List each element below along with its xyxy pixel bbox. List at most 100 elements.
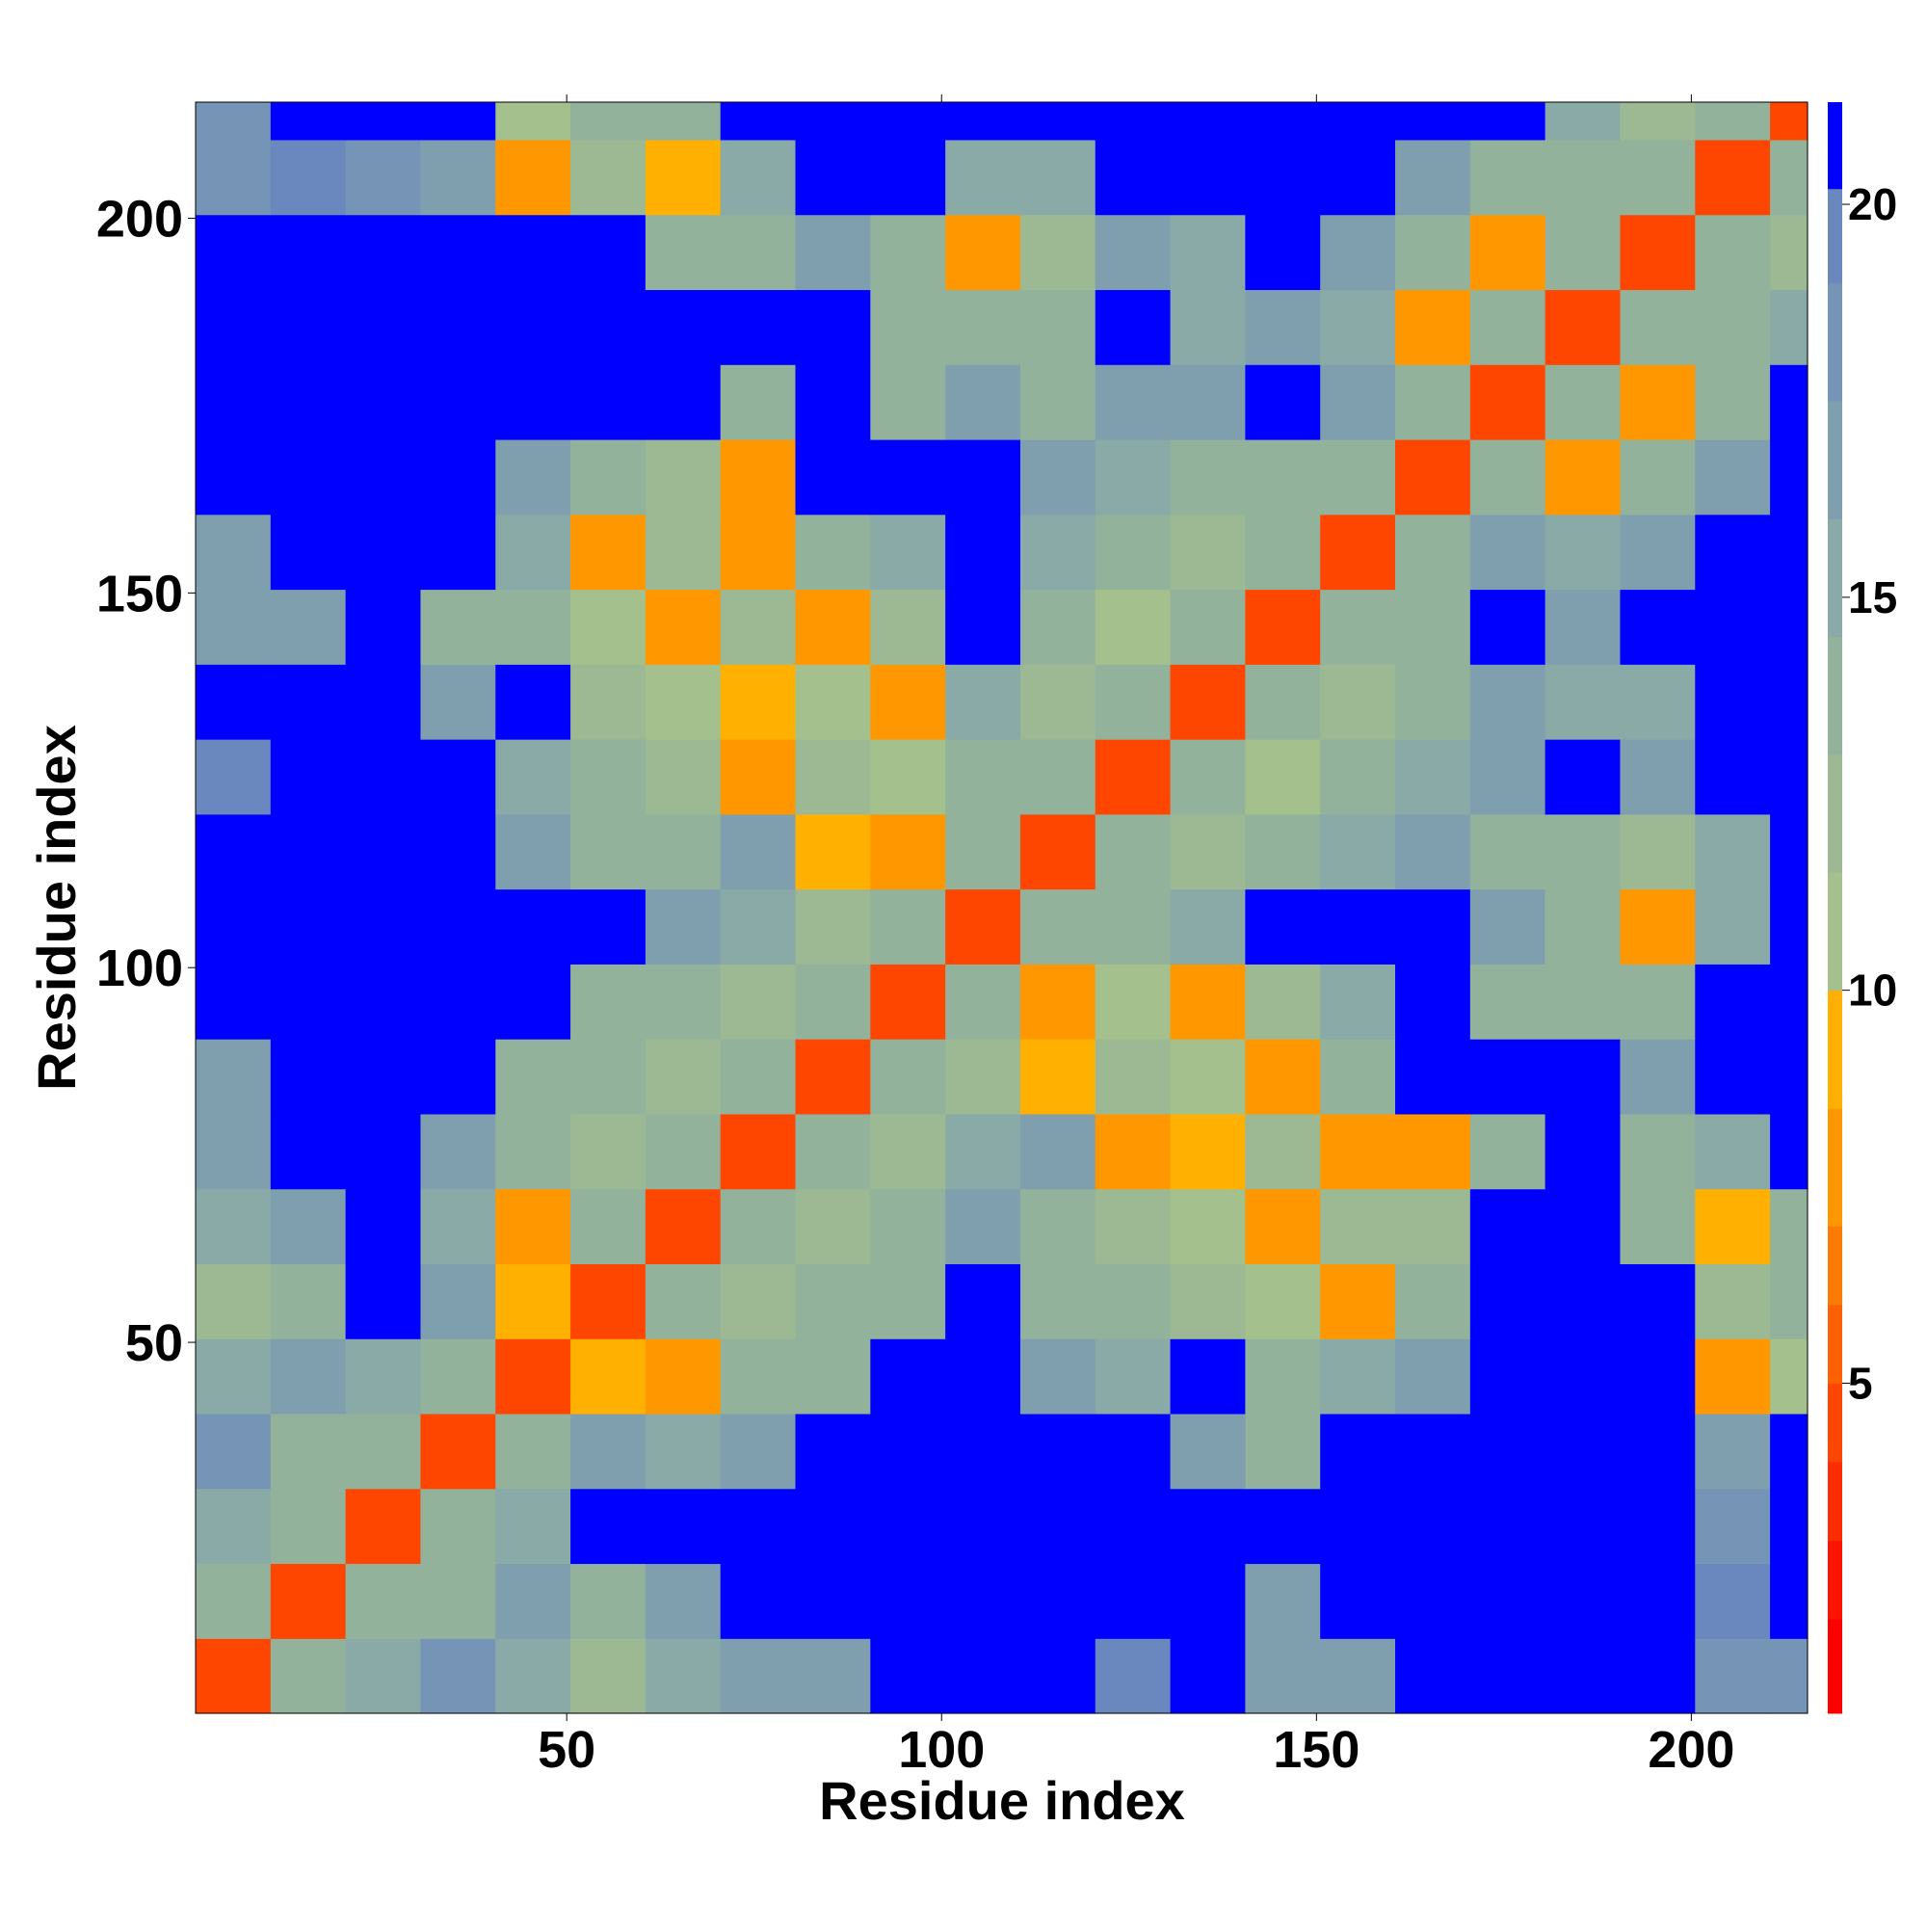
heatmap-cell — [1469, 139, 1546, 216]
heatmap-cell — [570, 102, 647, 141]
heatmap-cell — [870, 438, 946, 516]
heatmap-cell — [1320, 1263, 1396, 1339]
heatmap-cell — [1544, 1488, 1622, 1565]
heatmap-cell — [870, 1638, 946, 1714]
heatmap-cell — [1245, 438, 1321, 516]
heatmap-cell — [1320, 289, 1396, 365]
heatmap-cell — [1469, 664, 1546, 740]
heatmap-cell — [570, 289, 647, 365]
heatmap-cell — [645, 1263, 722, 1339]
heatmap-cell — [1770, 739, 1808, 815]
heatmap-cell — [1544, 964, 1622, 1040]
heatmap-cell — [720, 964, 797, 1040]
heatmap-cell — [1469, 364, 1546, 440]
heatmap-cell — [1770, 102, 1808, 141]
heatmap-cell — [1320, 813, 1396, 890]
heatmap-cell — [1095, 139, 1172, 216]
x-tick-label: 50 — [538, 1721, 595, 1779]
heatmap-cell — [1095, 1188, 1172, 1264]
heatmap-cell — [1019, 1039, 1096, 1115]
heatmap-cell — [1620, 1113, 1696, 1190]
heatmap-cell — [570, 139, 647, 216]
heatmap-cell — [420, 664, 496, 740]
heatmap-cell — [1770, 1039, 1808, 1115]
heatmap-cell — [720, 1263, 797, 1339]
heatmap-cell — [1544, 589, 1622, 665]
colorbar-segment — [1828, 400, 1842, 519]
colorbar-segment — [1828, 1226, 1842, 1306]
colorbar-segment — [1828, 188, 1842, 284]
heatmap-cell — [196, 589, 272, 665]
heatmap-cell — [1695, 1488, 1771, 1565]
heatmap-cell — [945, 1039, 1021, 1115]
heatmap-cell — [870, 1413, 946, 1490]
heatmap-cell — [420, 139, 496, 216]
heatmap-cell — [1544, 1413, 1622, 1490]
plot-frame — [195, 101, 1808, 1714]
heatmap-cell — [420, 438, 496, 516]
heatmap-cell — [345, 664, 422, 740]
heatmap-cell — [1544, 139, 1622, 216]
heatmap-cell — [645, 589, 722, 665]
heatmap-cell — [1019, 289, 1096, 365]
heatmap-cell — [495, 1263, 571, 1339]
heatmap-cell — [1695, 589, 1771, 665]
heatmap-cell — [1395, 1413, 1471, 1490]
heatmap-cell — [495, 214, 571, 291]
heatmap-cell — [196, 739, 272, 815]
heatmap-cell — [345, 1338, 422, 1415]
heatmap-cell — [420, 1113, 496, 1190]
heatmap-cell — [495, 1563, 571, 1639]
heatmap-cell — [720, 289, 797, 365]
heatmap-cell — [795, 289, 871, 365]
heatmap-cell — [270, 139, 347, 216]
heatmap-cell — [570, 1113, 647, 1190]
heatmap-cell — [570, 438, 647, 516]
x-tick-label: 200 — [1648, 1721, 1734, 1779]
heatmap-cell — [570, 364, 647, 440]
heatmap-cell — [1395, 438, 1471, 516]
heatmap-cell — [420, 214, 496, 291]
heatmap-cell — [570, 739, 647, 815]
heatmap-cell — [570, 1188, 647, 1264]
heatmap-cell — [1245, 1488, 1321, 1565]
heatmap-cell — [1320, 739, 1396, 815]
y-tick-label: 150 — [96, 565, 183, 622]
heatmap-cell — [570, 664, 647, 740]
heatmap-cell — [720, 589, 797, 665]
heatmap-cell — [1620, 438, 1696, 516]
heatmap-cell — [870, 664, 946, 740]
heatmap-cell — [570, 1338, 647, 1415]
colorbar-tick-label: 15 — [1848, 572, 1897, 622]
heatmap-cell — [645, 888, 722, 965]
heatmap-cell — [570, 813, 647, 890]
heatmap-cell — [720, 438, 797, 516]
heatmap-cell — [1019, 813, 1096, 890]
heatmap-cell — [1544, 888, 1622, 965]
heatmap-cell — [270, 1563, 347, 1639]
heatmap-cell — [1544, 1113, 1622, 1190]
colorbar-segment — [1828, 1540, 1842, 1620]
heatmap-cell — [270, 1413, 347, 1490]
heatmap-cell — [495, 1413, 571, 1490]
heatmap-cell — [1469, 589, 1546, 665]
heatmap-cell — [720, 1638, 797, 1714]
heatmap-cell — [1320, 1039, 1396, 1115]
x-tick-label: 150 — [1273, 1721, 1359, 1779]
colorbar-tick-label: 10 — [1848, 966, 1897, 1016]
heatmap-cell — [1695, 1338, 1771, 1415]
heatmap-cell — [270, 664, 347, 740]
heatmap-cell — [495, 1188, 571, 1264]
heatmap-cell — [196, 664, 272, 740]
heatmap-cell — [1170, 1638, 1246, 1714]
heatmap-cell — [945, 1413, 1021, 1490]
heatmap-cell — [1544, 813, 1622, 890]
heatmap-cell — [1320, 888, 1396, 965]
heatmap-cell — [720, 813, 797, 890]
heatmap-cell — [1095, 1638, 1172, 1714]
heatmap-cell — [1320, 1338, 1396, 1415]
colorbar-segment — [1828, 102, 1842, 190]
heatmap-cell — [1620, 1488, 1696, 1565]
heatmap-cell — [1695, 1638, 1771, 1714]
heatmap-cell — [1770, 514, 1808, 591]
